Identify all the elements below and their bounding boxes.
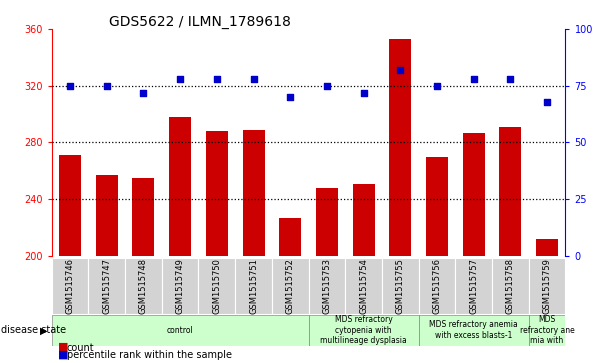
Point bbox=[285, 94, 295, 100]
Point bbox=[359, 90, 368, 95]
Bar bbox=[133, 178, 154, 256]
Text: GSM1515748: GSM1515748 bbox=[139, 258, 148, 314]
FancyBboxPatch shape bbox=[235, 258, 272, 314]
FancyBboxPatch shape bbox=[88, 258, 125, 314]
Bar bbox=[59, 155, 81, 256]
FancyBboxPatch shape bbox=[308, 258, 345, 314]
Bar bbox=[536, 239, 558, 256]
Text: MDS
refractory ane
mia with: MDS refractory ane mia with bbox=[520, 315, 575, 345]
FancyBboxPatch shape bbox=[492, 258, 529, 314]
FancyBboxPatch shape bbox=[419, 258, 455, 314]
FancyBboxPatch shape bbox=[308, 315, 419, 346]
Bar bbox=[279, 218, 301, 256]
Bar bbox=[95, 175, 118, 256]
Point bbox=[102, 83, 112, 89]
Text: GSM1515747: GSM1515747 bbox=[102, 258, 111, 314]
FancyBboxPatch shape bbox=[198, 258, 235, 314]
Text: GSM1515754: GSM1515754 bbox=[359, 258, 368, 314]
Text: GSM1515757: GSM1515757 bbox=[469, 258, 478, 314]
Point bbox=[322, 83, 332, 89]
Text: ■: ■ bbox=[58, 342, 68, 352]
Point bbox=[432, 83, 442, 89]
FancyBboxPatch shape bbox=[419, 315, 529, 346]
FancyBboxPatch shape bbox=[455, 258, 492, 314]
Text: GDS5622 / ILMN_1789618: GDS5622 / ILMN_1789618 bbox=[109, 15, 291, 29]
Text: GSM1515755: GSM1515755 bbox=[396, 258, 405, 314]
Text: GSM1515758: GSM1515758 bbox=[506, 258, 515, 314]
Bar bbox=[426, 157, 448, 256]
Point bbox=[505, 76, 515, 82]
Point bbox=[249, 76, 258, 82]
Bar bbox=[206, 131, 228, 256]
FancyBboxPatch shape bbox=[345, 258, 382, 314]
Point bbox=[212, 76, 222, 82]
Text: ■: ■ bbox=[58, 349, 68, 359]
Text: control: control bbox=[167, 326, 193, 335]
Point bbox=[469, 76, 478, 82]
Text: ▶: ▶ bbox=[40, 325, 47, 335]
FancyBboxPatch shape bbox=[162, 258, 198, 314]
Bar bbox=[389, 39, 411, 256]
Text: disease state: disease state bbox=[1, 325, 66, 335]
Text: MDS refractory anemia
with excess blasts-1: MDS refractory anemia with excess blasts… bbox=[429, 321, 518, 340]
Bar bbox=[243, 130, 264, 256]
FancyBboxPatch shape bbox=[272, 258, 308, 314]
Text: percentile rank within the sample: percentile rank within the sample bbox=[67, 350, 232, 360]
Bar bbox=[316, 188, 338, 256]
Text: GSM1515759: GSM1515759 bbox=[542, 258, 551, 314]
Point bbox=[175, 76, 185, 82]
Point bbox=[542, 99, 552, 105]
Text: GSM1515751: GSM1515751 bbox=[249, 258, 258, 314]
FancyBboxPatch shape bbox=[382, 258, 419, 314]
FancyBboxPatch shape bbox=[529, 258, 565, 314]
FancyBboxPatch shape bbox=[125, 258, 162, 314]
Bar bbox=[169, 117, 191, 256]
Text: GSM1515756: GSM1515756 bbox=[432, 258, 441, 314]
Text: GSM1515752: GSM1515752 bbox=[286, 258, 295, 314]
Bar bbox=[499, 127, 522, 256]
Text: GSM1515749: GSM1515749 bbox=[176, 258, 185, 314]
Point bbox=[139, 90, 148, 95]
FancyBboxPatch shape bbox=[52, 258, 88, 314]
Text: GSM1515753: GSM1515753 bbox=[322, 258, 331, 314]
Bar bbox=[463, 132, 485, 256]
Text: MDS refractory
cytopenia with
multilineage dysplasia: MDS refractory cytopenia with multilinea… bbox=[320, 315, 407, 345]
Text: GSM1515746: GSM1515746 bbox=[66, 258, 75, 314]
Text: GSM1515750: GSM1515750 bbox=[212, 258, 221, 314]
FancyBboxPatch shape bbox=[52, 315, 308, 346]
Bar bbox=[353, 184, 375, 256]
Point bbox=[65, 83, 75, 89]
Text: count: count bbox=[67, 343, 94, 353]
Point bbox=[395, 67, 405, 73]
FancyBboxPatch shape bbox=[529, 315, 565, 346]
